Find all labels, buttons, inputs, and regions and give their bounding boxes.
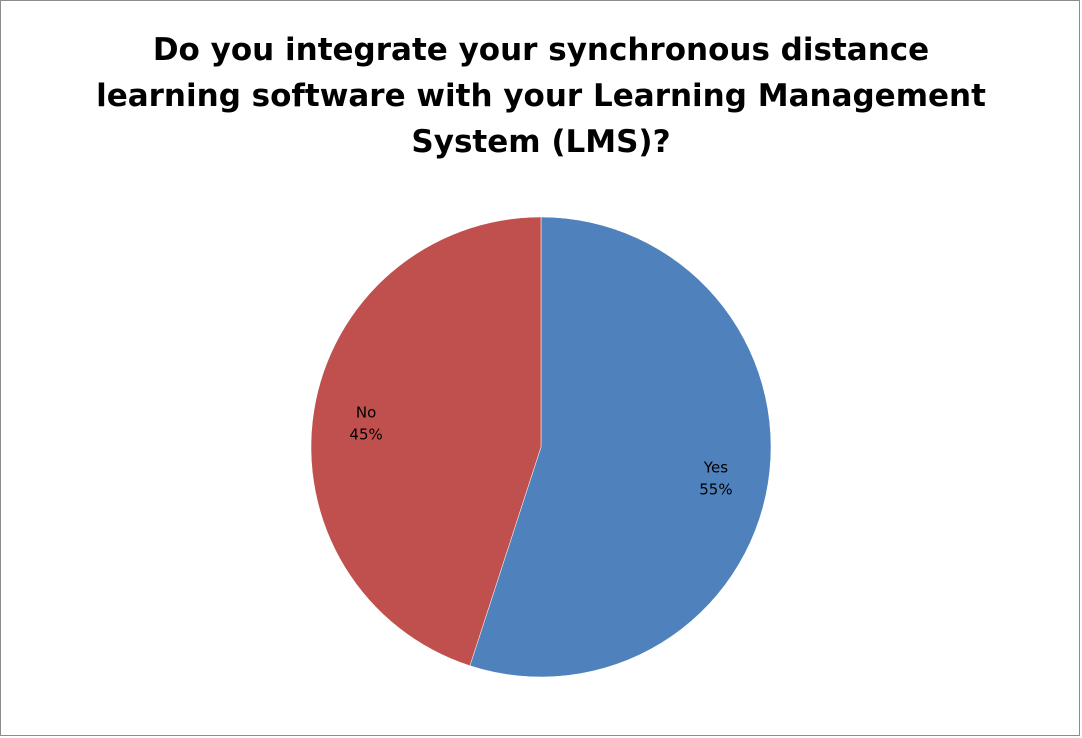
pie-slice-yes [469,216,772,678]
chart-title: Do you integrate your synchronous distan… [96,32,986,160]
pie-slice-no [310,216,542,667]
pie-slices [310,216,772,678]
slice-label-yes: Yes [703,459,728,477]
pie-data-labels: Yes 55% No 45% [349,403,732,498]
slice-value-no: 45% [349,425,382,443]
slice-label-no: No [356,403,376,421]
slice-value-yes: 55% [699,481,732,499]
